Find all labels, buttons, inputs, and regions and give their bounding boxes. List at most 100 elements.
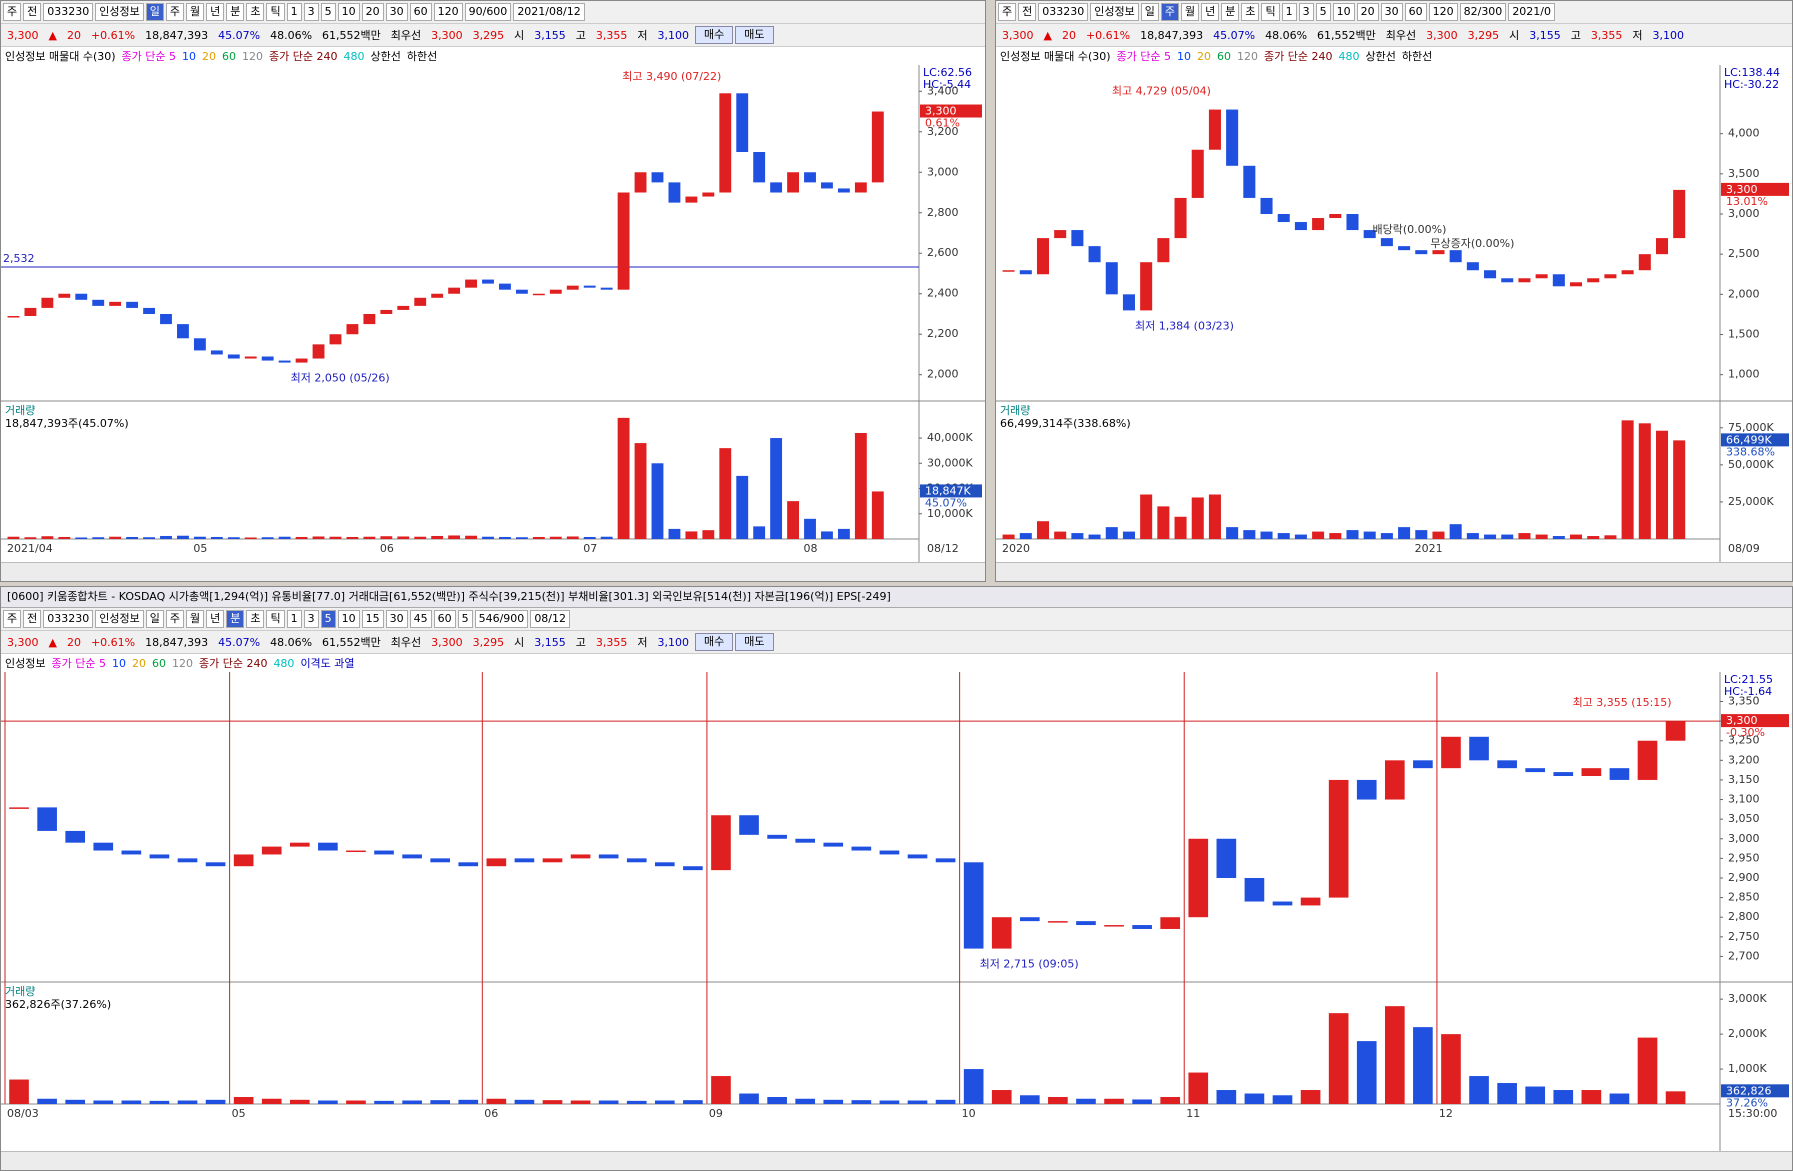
toolbar-button[interactable]: 30	[1380, 3, 1403, 21]
candle	[1497, 760, 1517, 769]
toolbar-button[interactable]: 년	[1201, 3, 1220, 21]
y-tick-label: 10,000K	[927, 507, 973, 520]
toolbar-button[interactable]: 3	[303, 3, 319, 21]
candle	[278, 360, 291, 363]
toolbar-button[interactable]: 틱	[266, 610, 285, 628]
volume-bar	[149, 1100, 170, 1104]
volume-bar	[1160, 1097, 1181, 1104]
candle	[177, 858, 198, 863]
toolbar-button[interactable]: 2021/08/12	[513, 3, 585, 21]
volume-bar	[1449, 524, 1462, 539]
candle	[374, 850, 394, 855]
toolbar-button[interactable]: 초	[246, 610, 265, 628]
toolbar-button[interactable]: 초	[246, 3, 265, 21]
toolbar-button[interactable]: 전	[1018, 3, 1037, 21]
toolbar-button[interactable]: 5	[1315, 3, 1331, 21]
toolbar-button[interactable]: 60	[409, 3, 432, 21]
toolbar-button[interactable]: 년	[206, 3, 225, 21]
toolbar-button[interactable]: 주	[1160, 3, 1179, 21]
candle	[75, 293, 88, 300]
order-button[interactable]: 매수	[695, 26, 734, 44]
toolbar-button[interactable]: 분	[226, 610, 245, 628]
toolbar-button[interactable]: 45	[409, 610, 432, 628]
toolbar-button[interactable]: 년	[206, 610, 225, 628]
volume-bar	[374, 1100, 394, 1104]
toolbar-button[interactable]: 08/12	[530, 610, 571, 628]
quote-item: 48.06%	[1265, 28, 1308, 42]
toolbar-button[interactable]: 전	[23, 3, 42, 21]
candle	[1216, 838, 1237, 878]
toolbar-button[interactable]: 30	[385, 3, 408, 21]
volume-bar	[458, 1099, 479, 1104]
toolbar-button[interactable]: 033230	[43, 610, 94, 628]
toolbar-button[interactable]: 30	[385, 610, 408, 628]
toolbar-button[interactable]: 인성정보	[95, 610, 144, 628]
toolbar-button[interactable]: 초	[1241, 3, 1260, 21]
y-tick-label: 3,250	[1728, 734, 1760, 747]
toolbar-button[interactable]: 3	[1298, 3, 1314, 21]
toolbar-button[interactable]: 90/600	[464, 3, 512, 21]
toolbar-button[interactable]: 10	[337, 3, 360, 21]
toolbar-button[interactable]: 15	[361, 610, 384, 628]
toolbar-button[interactable]: 20	[1356, 3, 1379, 21]
toolbar-button[interactable]: 120	[433, 3, 463, 21]
legend-item: 20	[202, 49, 217, 63]
toolbar-button[interactable]: 인성정보	[95, 3, 144, 21]
toolbar-button[interactable]: 60	[433, 610, 456, 628]
volume-bar	[402, 1100, 422, 1104]
toolbar-button[interactable]: 월	[185, 3, 205, 21]
toolbar-button[interactable]: 주	[165, 3, 184, 21]
toolbar-button[interactable]: 일	[1140, 3, 1159, 21]
toolbar-button[interactable]: 1	[286, 610, 302, 628]
volume-bar	[1088, 534, 1101, 539]
toolbar-button[interactable]: 전	[23, 610, 42, 628]
scrollbar[interactable]	[1, 1151, 1792, 1170]
toolbar-button[interactable]: 10	[1332, 3, 1355, 21]
toolbar-button[interactable]: 82/300	[1459, 3, 1507, 21]
toolbar-button[interactable]: 월	[1180, 3, 1200, 21]
toolbar-button[interactable]: 주	[165, 610, 184, 628]
volume-pct-label: 45.07%	[925, 496, 967, 509]
candle	[499, 283, 511, 290]
axis-info: LC:62.56	[923, 66, 972, 79]
volume-bar	[871, 491, 884, 539]
toolbar-button[interactable]: 5	[320, 3, 336, 21]
toolbar-button[interactable]: 033230	[1038, 3, 1089, 21]
toolbar-button[interactable]: 3	[303, 610, 319, 628]
toolbar-button[interactable]: 10	[337, 610, 360, 628]
legend-item: 10	[111, 656, 126, 670]
quote-item: 시	[514, 636, 525, 649]
toolbar-button[interactable]: 주	[3, 3, 22, 21]
candle	[1294, 222, 1307, 231]
toolbar-button[interactable]: 546/900	[474, 610, 529, 628]
order-button[interactable]: 매수	[695, 633, 734, 651]
toolbar-button[interactable]: 틱	[1261, 3, 1280, 21]
toolbar-button[interactable]: 60	[1404, 3, 1427, 21]
toolbar-button[interactable]: 1	[286, 3, 302, 21]
last-volume-box	[920, 484, 982, 498]
toolbar-button[interactable]: 120	[1428, 3, 1458, 21]
toolbar-button[interactable]: 5	[457, 610, 473, 628]
toolbar-button[interactable]: 1	[1281, 3, 1297, 21]
toolbar-button[interactable]: 033230	[43, 3, 94, 21]
toolbar-button[interactable]: 월	[185, 610, 205, 628]
toolbar-button[interactable]: 주	[998, 3, 1017, 21]
toolbar-button[interactable]: 일	[145, 3, 164, 21]
toolbar-button[interactable]: 20	[361, 3, 384, 21]
toolbar-button[interactable]: 2021/0	[1508, 3, 1556, 21]
volume-bar	[1272, 1095, 1293, 1104]
toolbar-button[interactable]: 5	[320, 610, 336, 628]
candle	[1484, 270, 1497, 279]
toolbar-button[interactable]: 분	[1221, 3, 1240, 21]
order-button[interactable]: 매도	[735, 26, 774, 44]
toolbar-button[interactable]: 분	[226, 3, 245, 21]
quote-bar: 3,300 ▲ 20 +0.61% 18,847,393 45.07% 48.06% 61,5…	[996, 24, 1792, 47]
toolbar-button[interactable]: 틱	[266, 3, 285, 21]
volume-bar	[1208, 494, 1221, 539]
scrollbar[interactable]	[996, 562, 1792, 581]
toolbar-button[interactable]: 일	[145, 610, 164, 628]
scrollbar[interactable]	[1, 562, 985, 581]
toolbar-button[interactable]: 주	[3, 610, 22, 628]
toolbar-button[interactable]: 인성정보	[1090, 3, 1139, 21]
order-button[interactable]: 매도	[735, 633, 774, 651]
